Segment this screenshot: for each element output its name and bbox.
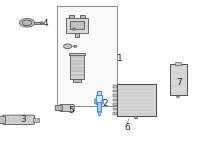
Bar <box>113 99 117 101</box>
Ellipse shape <box>134 116 138 119</box>
Bar <box>113 112 117 115</box>
Ellipse shape <box>64 44 72 49</box>
FancyBboxPatch shape <box>2 115 35 125</box>
Text: 5: 5 <box>68 106 74 116</box>
Bar <box>175 62 181 65</box>
Bar <box>69 53 85 55</box>
Ellipse shape <box>22 20 32 26</box>
Bar <box>34 22 42 24</box>
Text: 2: 2 <box>102 99 108 108</box>
Bar <box>113 108 117 110</box>
Bar <box>97 91 101 96</box>
Text: 3: 3 <box>20 115 26 124</box>
Bar <box>97 102 101 112</box>
Bar <box>70 21 84 29</box>
Bar <box>73 79 81 82</box>
Bar <box>113 103 117 106</box>
Text: 6: 6 <box>124 123 130 132</box>
Text: 4: 4 <box>42 19 48 28</box>
Ellipse shape <box>20 19 35 27</box>
Ellipse shape <box>74 45 77 47</box>
Bar <box>116 84 156 116</box>
Text: 1: 1 <box>117 54 123 63</box>
Bar <box>113 94 117 97</box>
Bar <box>113 85 117 88</box>
Ellipse shape <box>40 22 43 24</box>
Ellipse shape <box>73 28 75 30</box>
FancyBboxPatch shape <box>0 116 6 123</box>
FancyBboxPatch shape <box>55 106 62 111</box>
FancyBboxPatch shape <box>60 105 74 112</box>
Ellipse shape <box>177 96 179 98</box>
Text: 7: 7 <box>176 78 182 87</box>
Bar <box>75 33 79 37</box>
Bar <box>66 18 88 33</box>
Bar <box>96 95 102 103</box>
Bar <box>113 90 117 92</box>
Bar <box>33 118 39 122</box>
Bar <box>69 15 74 18</box>
Polygon shape <box>95 97 103 106</box>
Bar <box>80 15 85 18</box>
Bar <box>57 6 117 106</box>
Bar <box>170 64 186 95</box>
Bar <box>98 111 100 115</box>
Bar <box>70 54 84 79</box>
